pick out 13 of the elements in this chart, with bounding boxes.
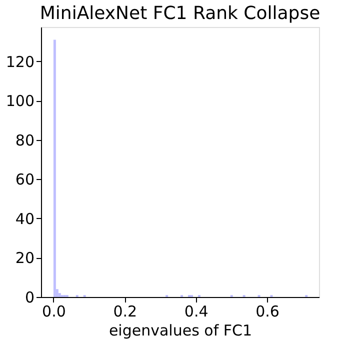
y-tick-label: 80 <box>15 131 34 150</box>
x-tick-label: 0.4 <box>184 302 208 320</box>
y-tick-label: 40 <box>15 210 34 228</box>
x-tick-label: 0.0 <box>42 302 66 320</box>
y-tick-label: 120 <box>6 52 34 71</box>
x-axis-title: eigenvalues of FC1 <box>108 322 252 340</box>
x-tick-label: 0.6 <box>256 302 280 320</box>
y-tick-label: 60 <box>15 170 34 189</box>
chart-title: MiniAlexNet FC1 Rank Collapse <box>40 3 320 24</box>
x-tick-label: 0.2 <box>113 302 138 320</box>
y-tick-label: 100 <box>6 92 34 110</box>
y-tick-label: 0 <box>24 288 34 306</box>
y-tick-label: 20 <box>15 249 34 268</box>
